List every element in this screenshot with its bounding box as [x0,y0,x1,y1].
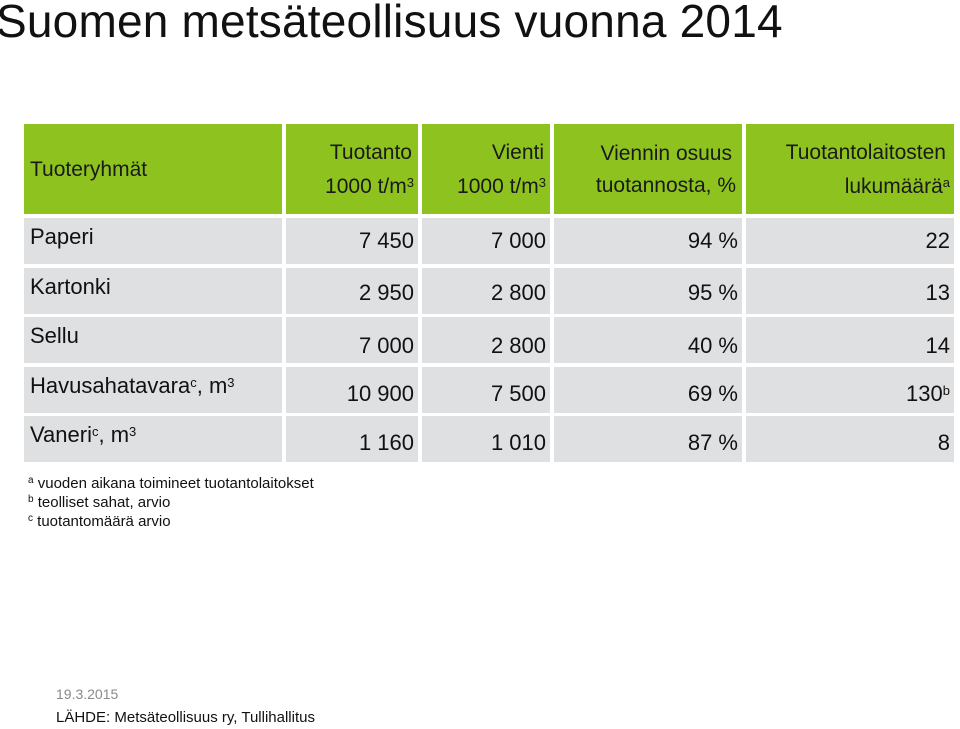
row-label-cell: Paperi [24,218,282,264]
date-stamp: 19.3.2015 [56,686,119,702]
cell-value: 40 % [687,333,738,358]
header-plant-count: Tuotantolaitosten lukumääräa [746,124,954,214]
cell-value: 7 000 [490,228,546,253]
page-title: Suomen metsäteollisuus vuonna 2014 [0,0,783,47]
cell-value: 1 160 [358,430,414,455]
cell-value: 22 [925,228,950,253]
row-label-cell: Vaneric, m3 [24,416,282,462]
row-label: Havusahatavarac, m3 [30,372,235,398]
cell-value: 10 900 [346,380,414,406]
table-cell: 2 950 [286,267,418,314]
table-cell: 14 [746,317,954,363]
footnotes: a vuoden aikana toimineet tuotantolaitok… [28,474,314,531]
footnote-c: c tuotantomäärä arvio [28,513,171,530]
table-cell: 2 800 [422,267,550,314]
cell-value: 7 000 [358,333,414,358]
table-cell: 95 % [554,267,742,314]
header-export: Vienti 1000 t/m3 [422,124,550,214]
table-cell: 1 160 [286,416,418,462]
cell-value: 1 010 [490,430,546,455]
row-label-cell: Kartonki [24,267,282,314]
table-cell: 7 500 [422,366,550,413]
table-cell: 22 [746,218,954,264]
source-note: LÄHDE: Metsäteollisuus ry, Tullihallitus [56,709,315,726]
row-label: Paperi [30,224,94,249]
header-export-share: Viennin osuus tuotannosta, % [554,124,742,214]
table-cell: 10 900 [286,366,418,413]
cell-value: 2 950 [358,279,414,305]
table-cell: 7 000 [286,317,418,363]
row-label: Sellu [30,323,79,348]
table-cell: 8 [746,416,954,462]
cell-value: 94 % [687,228,738,253]
header-production: Tuotanto 1000 t/m3 [286,124,418,214]
cell-value: 2 800 [490,279,546,305]
cell-value: 13 [925,279,950,305]
cell-value: 8 [937,430,950,455]
row-label: Vaneric, m3 [30,422,137,447]
cell-value: 2 800 [490,333,546,358]
cell-value: 14 [925,333,950,358]
table-cell: 40 % [554,317,742,363]
table-cell: 2 800 [422,317,550,363]
footnote-a: a vuoden aikana toimineet tuotantolaitok… [28,475,314,492]
table-cell: 87 % [554,416,742,462]
header-product-group-label: Tuoteryhmät [30,158,148,181]
table-cell: 13 [746,267,954,314]
row-label: Kartonki [30,273,111,299]
cell-value: 7 500 [490,380,546,406]
cell-value: 7 450 [358,228,414,253]
table-cell: 69 % [554,366,742,413]
row-label-cell: Sellu [24,317,282,363]
cell-value: 87 % [687,430,738,455]
footnote-b: b teolliset sahat, arvio [28,494,171,511]
header-product-group: Tuoteryhmät [24,124,282,214]
cell-value: 95 % [687,279,738,305]
cell-value: 130b [906,380,950,406]
table-cell: 1 010 [422,416,550,462]
table-cell: 7 000 [422,218,550,264]
table-cell: 130b [746,366,954,413]
cell-value: 69 % [687,380,738,406]
row-label-cell: Havusahatavarac, m3 [24,366,282,413]
table-cell: 7 450 [286,218,418,264]
table-cell: 94 % [554,218,742,264]
